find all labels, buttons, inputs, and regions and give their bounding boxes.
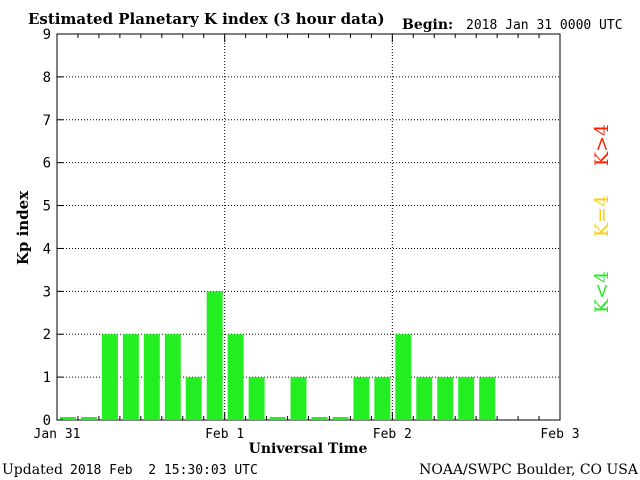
kp-bar (185, 377, 202, 420)
y-tick-label: 4 (43, 241, 51, 257)
kp-bar (227, 334, 244, 420)
x-tick-label: Feb 3 (540, 427, 579, 442)
y-axis-label: Kp index (14, 190, 32, 265)
updated-value: 2018 Feb 2 15:30:03 UTC (70, 463, 258, 478)
kp-bar (101, 334, 118, 420)
kp-bar (290, 377, 307, 420)
y-tick-label: 8 (43, 70, 51, 86)
kp-bar (311, 417, 328, 420)
kp-bar (353, 377, 370, 420)
y-tick-label: 2 (43, 327, 51, 343)
y-tick-label: 5 (43, 199, 51, 215)
kp-bar (60, 417, 76, 420)
kp-bar (143, 334, 160, 420)
kp-bar (479, 377, 496, 420)
begin-value: 2018 Jan 31 0000 UTC (466, 18, 623, 33)
kp-bar (80, 417, 97, 420)
x-tick-label: Feb 1 (205, 427, 244, 442)
y-tick-label: 9 (43, 27, 51, 43)
kp-bar (458, 377, 475, 420)
y-tick-label: 1 (43, 370, 51, 386)
legend-k-equal-4: K=4 (591, 195, 613, 237)
kp-bar (269, 417, 286, 420)
chart-title: Estimated Planetary K index (3 hour data… (28, 10, 385, 28)
x-axis-label: Universal Time (249, 441, 368, 457)
updated-label: Updated (2, 462, 63, 478)
kp-bar (416, 377, 433, 420)
source-credit: NOAA/SWPC Boulder, CO USA (419, 462, 639, 478)
legend-k-greater-4: K>4 (591, 124, 613, 166)
kp-bar (122, 334, 139, 420)
y-tick-label: 6 (43, 156, 51, 172)
begin-label: Begin: (402, 17, 453, 33)
y-tick-label: 0 (43, 413, 51, 429)
x-tick-label: Feb 2 (373, 427, 412, 442)
x-tick-label: Jan 31 (34, 427, 81, 442)
bars-group (60, 291, 496, 420)
y-axis-ticks: 0 1 2 3 4 5 6 7 8 9 (43, 27, 63, 429)
kp-bar (395, 334, 412, 420)
legend-k-less-4: K<4 (591, 271, 613, 313)
kp-bar (164, 334, 181, 420)
y-tick-label: 7 (43, 113, 51, 129)
kp-bar (206, 291, 223, 420)
kp-bar (374, 377, 391, 420)
kp-bar (248, 377, 265, 420)
x-axis-ticks: Jan 31 Feb 1 Feb 2 Feb 3 (34, 34, 580, 442)
kp-bar (437, 377, 454, 420)
grid-lines (57, 34, 560, 420)
y-tick-label: 3 (43, 284, 51, 300)
kp-bar (332, 417, 349, 420)
